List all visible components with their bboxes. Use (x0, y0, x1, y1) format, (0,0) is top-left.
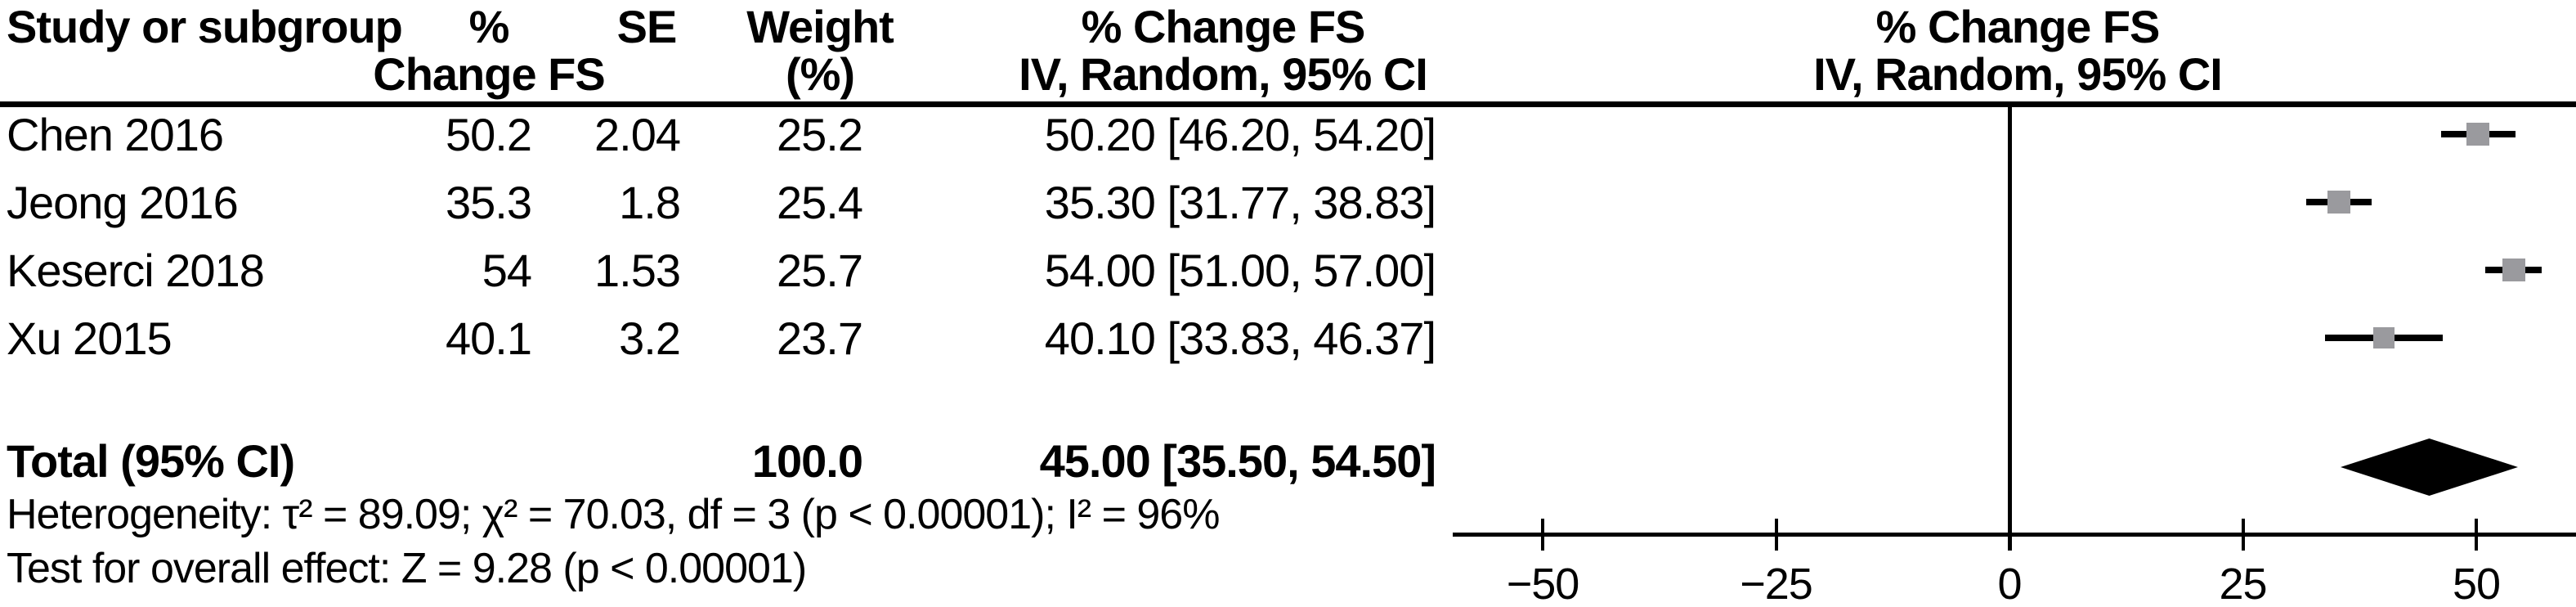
pooled-diamond-shape (2341, 438, 2519, 496)
se-cell: 2.04 (594, 109, 681, 160)
se-cell: 1.53 (594, 245, 681, 296)
ci-cell: 54.00 [51.00, 57.00] (1044, 245, 1436, 296)
pct-change-cell: 54 (482, 245, 532, 296)
effect-square (2372, 327, 2395, 348)
axis-tick-label: −50 (1506, 560, 1580, 607)
effect-square (2502, 259, 2525, 281)
ci-cell: 35.30 [31.77, 38.83] (1044, 177, 1436, 228)
weight-cell: 25.2 (777, 109, 863, 160)
weight-cell: 25.4 (777, 177, 863, 228)
ci-cell: 50.20 [46.20, 54.20] (1044, 109, 1436, 160)
x-axis-line (1453, 533, 2576, 537)
overall-effect-text: Test for overall effect: Z = 9.28 (p < 0… (7, 545, 807, 592)
pct-change-cell: 50.2 (446, 109, 532, 160)
plot-header-line2: IV, Random, 95% CI (1813, 48, 2223, 100)
se-cell: 3.2 (619, 312, 681, 364)
axis-tick-label: 0 (1997, 560, 2022, 607)
axis-tick-label: 50 (2452, 560, 2501, 607)
axis-tick (1541, 519, 1544, 551)
col-header-ci-line1: % Change FS (1081, 1, 1366, 52)
study-name-cell: Chen 2016 (7, 109, 224, 160)
col-header-pct-change-line1: % (468, 1, 510, 52)
col-header-study: Study or subgroup (7, 1, 403, 52)
axis-tick (2241, 519, 2245, 551)
plot-header-line1: % Change FS (1875, 1, 2161, 52)
effect-square (2466, 123, 2490, 146)
col-header-se: SE (616, 1, 678, 52)
weight-cell: 23.7 (777, 312, 863, 364)
pooled-diamond (2341, 438, 2519, 496)
zero-line (2007, 107, 2012, 551)
axis-tick (2475, 519, 2478, 551)
se-cell: 1.8 (619, 177, 681, 228)
study-name-cell: Xu 2015 (7, 312, 172, 364)
col-header-weight-line2: (%) (785, 48, 855, 100)
study-name-cell: Keserci 2018 (7, 245, 265, 296)
axis-tick-label: −25 (1740, 560, 1813, 607)
total-label: Total (95% CI) (7, 435, 295, 487)
pct-change-cell: 35.3 (446, 177, 532, 228)
ci-cell: 40.10 [33.83, 46.37] (1044, 312, 1436, 364)
col-header-ci-line2: IV, Random, 95% CI (1019, 48, 1428, 100)
weight-cell: 25.7 (777, 245, 863, 296)
study-name-cell: Jeong 2016 (7, 177, 239, 228)
effect-square (2327, 191, 2351, 214)
col-header-weight-line1: Weight (746, 1, 894, 52)
total-ci-cell: 45.00 [35.50, 54.50] (1039, 435, 1436, 487)
pct-change-cell: 40.1 (446, 312, 532, 364)
header-separator-line (0, 101, 2576, 107)
total-weight-cell: 100.0 (751, 435, 863, 487)
heterogeneity-text: Heterogeneity: τ² = 89.09; χ² = 70.03, d… (7, 491, 1220, 538)
axis-tick-label: 25 (2219, 560, 2267, 607)
axis-tick (2008, 519, 2011, 551)
col-header-pct-change-line2: Change FS (373, 48, 605, 100)
axis-tick (1774, 519, 1778, 551)
